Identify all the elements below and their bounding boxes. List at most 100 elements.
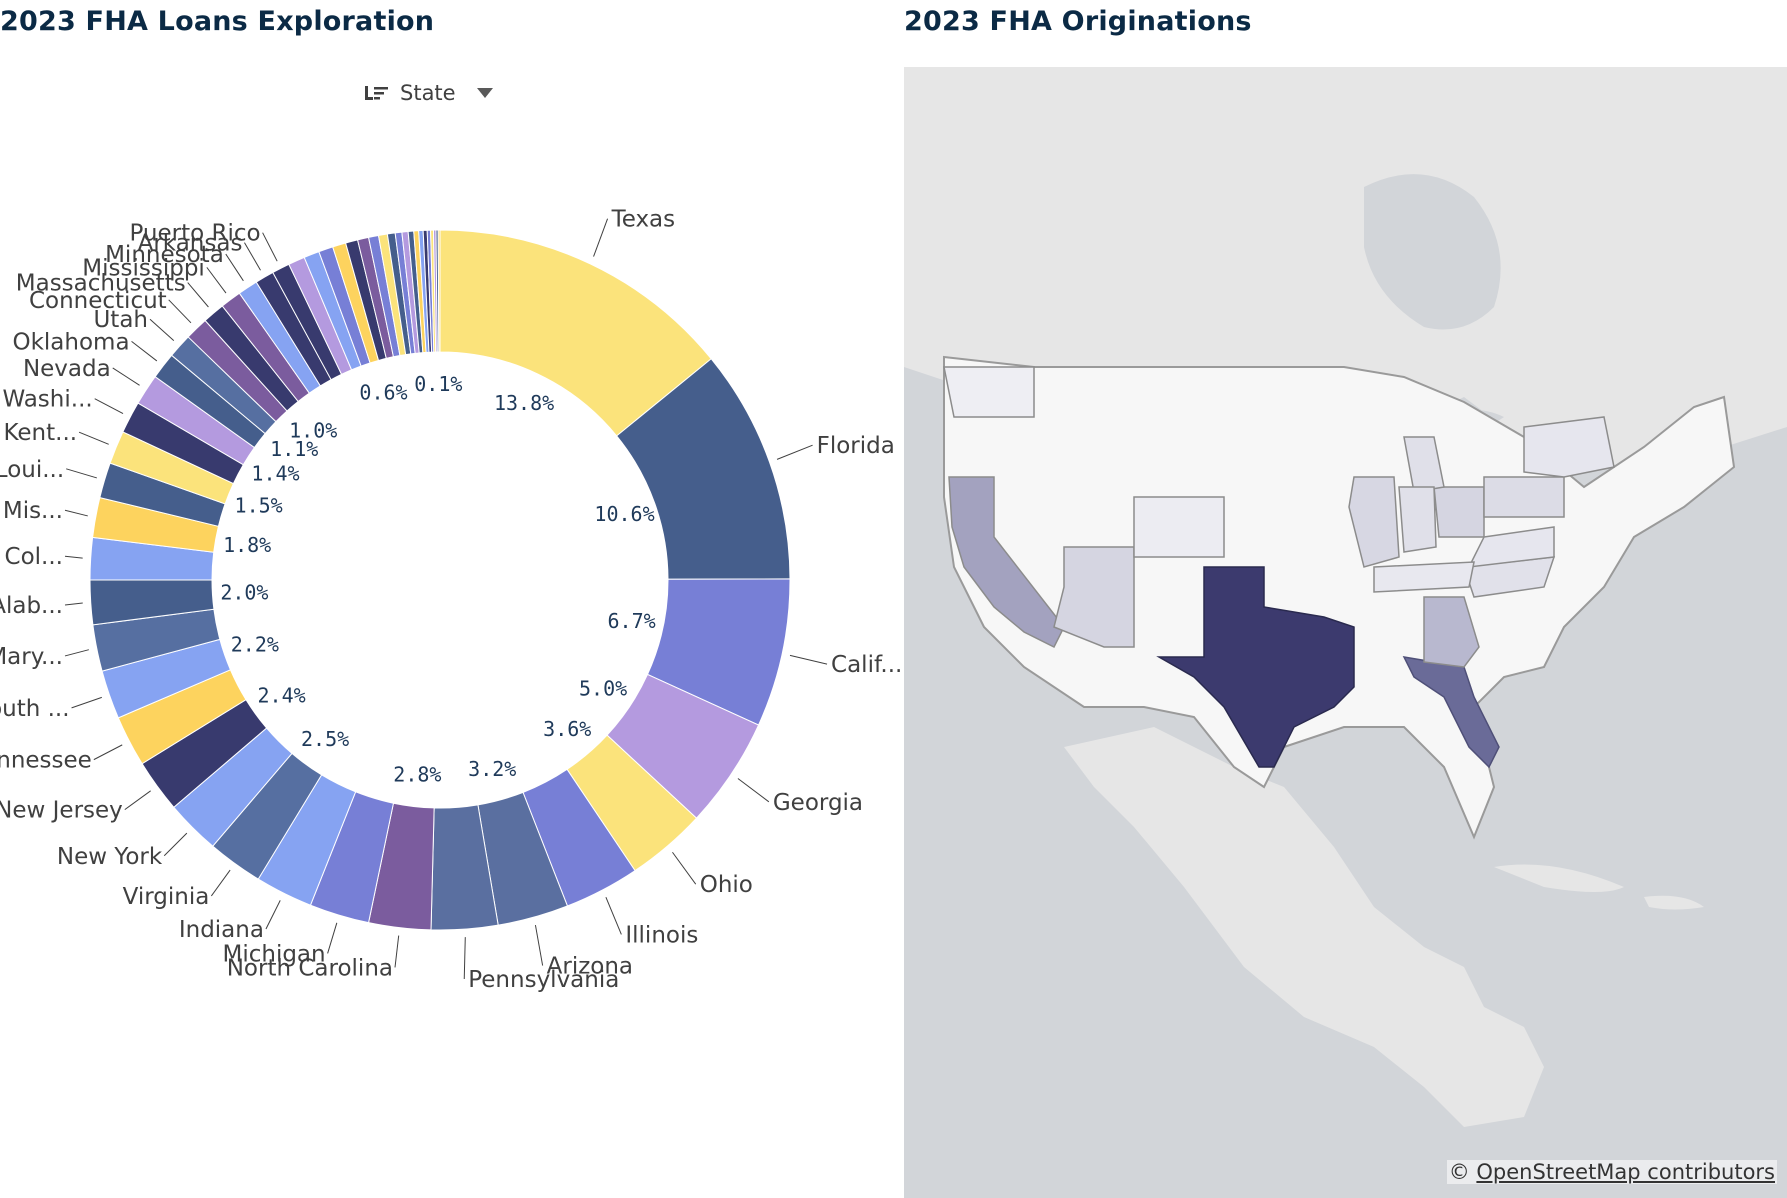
slice-percent-label: 5.0% [579, 677, 627, 701]
leader-line [534, 924, 544, 966]
dimension-selector[interactable]: State [364, 78, 494, 108]
leader-line [163, 832, 188, 857]
leader-line [64, 509, 88, 517]
map-land-cuba [1494, 864, 1624, 892]
percent-labels: 13.8% 10.6% 6.7% 5.0% 3.6% 3.2% 2.8% 2.5% 2.4% 2.… [220, 372, 655, 787]
leader-lines [64, 218, 828, 980]
leader-line [206, 267, 227, 294]
slice-percent-label: 2.8% [393, 763, 441, 787]
slice-label: Puerto Rico [129, 221, 260, 247]
leader-line [776, 444, 813, 460]
map-state-illinois [1348, 476, 1400, 568]
slice-label: Mary... [0, 644, 63, 670]
leader-line [605, 897, 622, 935]
slice-percent-label: 1.5% [235, 494, 283, 518]
slice-label: New Jersey [0, 798, 123, 824]
leader-line [94, 398, 124, 415]
map-state-florida [1402, 656, 1500, 769]
slice-label: Illinois [625, 922, 698, 948]
leader-line [210, 869, 231, 897]
map-state-texas [1156, 566, 1355, 768]
slice-label: Indiana [179, 917, 264, 943]
map-state-colorado [1133, 496, 1225, 558]
dimension-selector-label: State [400, 81, 456, 105]
slice-percent-label: 1.8% [223, 533, 271, 557]
slice-percent-label: 6.7% [608, 609, 656, 633]
leader-line [672, 851, 697, 885]
leader-line [124, 790, 151, 811]
leader-line [327, 922, 338, 954]
slice-label: Arizona [547, 954, 633, 980]
slice-label: Mis... [3, 498, 63, 524]
map-land-hispaniola [1644, 895, 1704, 910]
leader-line [262, 232, 278, 262]
slice-label: Nevada [23, 356, 111, 382]
slice-label: Tennessee [0, 748, 92, 774]
slice-label: Minnesota [105, 242, 224, 268]
leader-line [225, 253, 244, 282]
slice-label: Massachusetts [16, 271, 186, 297]
slice-label: Utah [93, 307, 148, 333]
donut-slices [89, 229, 791, 931]
map-state-indiana [1398, 486, 1437, 553]
slice-label: Col... [5, 544, 63, 570]
slice-label: Washi... [2, 387, 92, 413]
slice-label: Calif... [831, 652, 900, 678]
map-state-california [948, 476, 1065, 649]
map-lake-hudson [1364, 174, 1501, 330]
leader-line [737, 778, 770, 803]
map-land-mexico [1064, 727, 1544, 1127]
leader-line [64, 555, 83, 559]
leader-line [593, 218, 609, 257]
map-state-arizona [1053, 546, 1135, 648]
slice-label: Ohio [700, 872, 753, 898]
openstreetmap-link[interactable]: OpenStreetMap contributors [1476, 1160, 1775, 1184]
slice-label: Florida [817, 433, 895, 459]
leader-line [168, 299, 192, 324]
slice-percent-label: 3.2% [468, 757, 516, 781]
slice-label: Pennsylvania [468, 967, 619, 993]
leader-line [64, 602, 83, 606]
leader-line [93, 744, 123, 761]
map-title-originations: 2023 FHA Originations [904, 6, 1252, 37]
slice-percent-label: 2.2% [231, 632, 279, 656]
leader-line [71, 696, 102, 709]
leader-line [78, 431, 109, 445]
slice-label: Georgia [773, 790, 863, 816]
slice-label: Michigan [222, 941, 325, 967]
slice-percent-label: 1.4% [251, 461, 299, 485]
slice-percent-label: 3.6% [543, 717, 591, 741]
leader-line [394, 935, 400, 968]
slice-percent-label: 2.0% [220, 581, 268, 605]
map-state-ohio [1433, 486, 1485, 538]
slice-percent-label: 10.6% [594, 502, 654, 526]
slice-label: Connecticut [29, 288, 167, 314]
list-sort-icon [365, 86, 388, 100]
leader-line [463, 937, 466, 980]
donut-slice[interactable] [437, 229, 441, 353]
choropleth-map[interactable]: © OpenStreetMap contributors [904, 67, 1787, 1198]
slice-label: Virginia [123, 884, 210, 910]
slice-percent-label: 1.1% [270, 437, 318, 461]
slice-percent-label: 13.8% [494, 391, 554, 415]
slice-label: Kent... [3, 420, 77, 446]
slice-label: Oklahoma [12, 329, 129, 355]
slice-percent-label: 2.5% [301, 727, 349, 751]
map-canvas[interactable] [904, 67, 1787, 1198]
leader-line [265, 900, 281, 930]
copyright-symbol: © [1448, 1160, 1470, 1184]
slice-label: South ... [0, 696, 70, 722]
caret-down-icon[interactable] [476, 87, 494, 99]
slice-label: Loui... [0, 457, 64, 483]
leader-line [66, 468, 97, 479]
map-attribution: © OpenStreetMap contributors [1446, 1160, 1777, 1184]
leader-line [244, 242, 261, 271]
chart-title-loans-exploration: 2023 FHA Loans Exploration [0, 6, 435, 37]
slice-label: Arkansas [138, 231, 243, 257]
leader-line [187, 282, 209, 308]
map-state-tennessee [1373, 561, 1475, 593]
slice-label: Mississippi [82, 255, 205, 281]
slice-percent-label: 0.6% [359, 380, 407, 404]
